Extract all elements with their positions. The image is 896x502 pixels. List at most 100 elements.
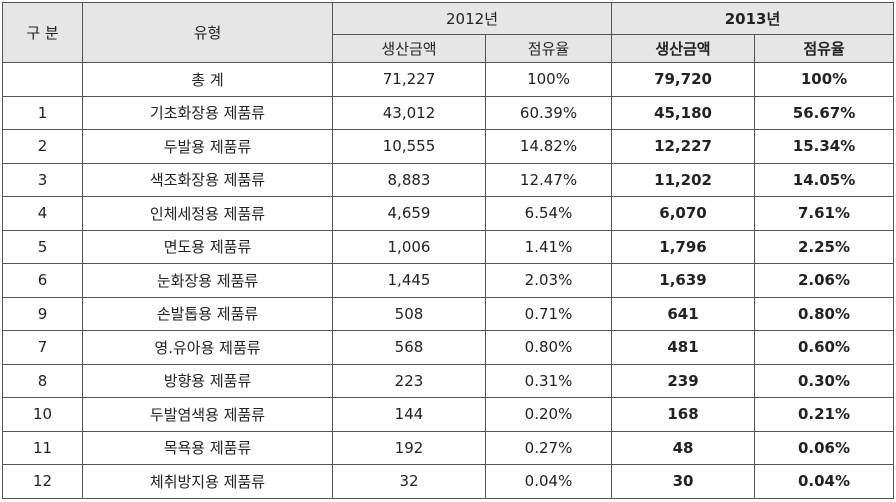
row-2012-share-cell: 2.03% (484, 263, 613, 298)
row-2012-share-cell: 6.54% (484, 196, 613, 231)
row-2012-share-cell: 12.47% (484, 162, 613, 197)
row-2013-amount-cell: 48 (611, 430, 756, 465)
row-2013-amount-cell: 45,180 (611, 95, 756, 130)
header-year-2013: 2013년 (611, 2, 895, 35)
row-2013-share-cell: 14.05% (754, 162, 895, 197)
row-2013-share-cell: 15.34% (754, 129, 895, 164)
table-row: 총 계 71,227 100% 79,720 100% (2, 62, 895, 97)
header-2012-share: 점유율 (484, 34, 613, 63)
row-2012-amount-cell: 1,006 (332, 229, 486, 264)
header-type: 유형 (82, 2, 333, 63)
row-no-cell: 2 (2, 129, 83, 164)
row-2013-share-cell: 2.25% (754, 229, 895, 264)
row-2013-amount-cell: 1,639 (611, 263, 756, 298)
row-2012-share-cell: 100% (484, 62, 613, 97)
row-2012-amount-cell: 223 (332, 363, 486, 398)
row-2013-amount-cell: 11,202 (611, 162, 756, 197)
row-2013-amount-cell: 79,720 (611, 62, 756, 97)
row-no-cell: 5 (2, 229, 83, 264)
row-no-cell: 6 (2, 263, 83, 298)
row-no-cell: 3 (2, 162, 83, 197)
row-2012-share-cell: 0.31% (484, 363, 613, 398)
row-2012-share-cell: 0.80% (484, 330, 613, 365)
row-type-cell: 색조화장용 제품류 (82, 162, 333, 197)
row-2012-amount-cell: 1,445 (332, 263, 486, 298)
row-2013-share-cell: 2.06% (754, 263, 895, 298)
row-no-cell: 8 (2, 363, 83, 398)
row-type-cell: 목욕용 제품류 (82, 430, 333, 465)
row-2012-share-cell: 14.82% (484, 129, 613, 164)
row-2013-share-cell: 0.60% (754, 330, 895, 365)
header-2012-amount: 생산금액 (332, 34, 486, 63)
header-row-metrics: 생산금액 점유율 생산금액 점유율 (3, 34, 895, 63)
row-2012-amount-cell: 508 (332, 296, 486, 331)
row-type-cell: 두발염색용 제품류 (82, 397, 333, 432)
row-type-cell: 방향용 제품류 (82, 363, 333, 398)
table-row: 9 손발톱용 제품류 508 0.71% 641 0.80% (2, 296, 895, 331)
table-row: 8 방향용 제품류 223 0.31% 239 0.30% (2, 363, 895, 398)
header-2013-amount: 생산금액 (611, 34, 756, 63)
row-type-cell: 손발톱용 제품류 (82, 296, 333, 331)
row-2013-share-cell: 0.04% (754, 464, 895, 499)
row-2012-amount-cell: 32 (332, 464, 486, 499)
row-no-cell: 12 (2, 464, 83, 499)
header-no: 구 분 (2, 2, 83, 63)
header-row-years: 구 분 유형 2012년 2013년 (2, 2, 895, 63)
table-row: 11 목욕용 제품류 192 0.27% 48 0.06% (2, 430, 895, 465)
row-2013-amount-cell: 6,070 (611, 196, 756, 231)
row-type-cell: 기초화장용 제품류 (82, 95, 333, 130)
row-type-cell: 영.유아용 제품류 (82, 330, 333, 365)
row-type-cell: 인체세정용 제품류 (82, 196, 333, 231)
row-2012-share-cell: 0.20% (484, 397, 613, 432)
table-row: 7 영.유아용 제품류 568 0.80% 481 0.60% (2, 330, 895, 365)
row-2012-amount-cell: 43,012 (332, 95, 486, 130)
row-no-cell: 10 (2, 397, 83, 432)
table-row: 12 체취방지용 제품류 32 0.04% 30 0.04% (2, 464, 895, 499)
row-2012-amount-cell: 568 (332, 330, 486, 365)
header-2013-share: 점유율 (754, 34, 895, 63)
row-type-cell: 체취방지용 제품류 (82, 464, 333, 499)
row-2013-share-cell: 0.21% (754, 397, 895, 432)
row-type-cell: 눈화장용 제품류 (82, 263, 333, 298)
row-no-cell: 4 (2, 196, 83, 231)
row-2012-amount-cell: 192 (332, 430, 486, 465)
row-2012-amount-cell: 144 (332, 397, 486, 432)
row-2012-amount-cell: 71,227 (332, 62, 486, 97)
row-2013-amount-cell: 12,227 (611, 129, 756, 164)
table-row: 10 두발염색용 제품류 144 0.20% 168 0.21% (2, 397, 895, 432)
row-2013-share-cell: 0.06% (754, 430, 895, 465)
row-2013-share-cell: 7.61% (754, 196, 895, 231)
row-type-cell: 총 계 (82, 62, 333, 97)
row-2012-share-cell: 60.39% (484, 95, 613, 130)
row-no-cell: 7 (2, 330, 83, 365)
row-2012-amount-cell: 10,555 (332, 129, 486, 164)
row-no-cell (2, 62, 83, 97)
table-row: 5 면도용 제품류 1,006 1.41% 1,796 2.25% (2, 229, 895, 264)
row-no-cell: 1 (2, 95, 83, 130)
row-2013-amount-cell: 1,796 (611, 229, 756, 264)
row-2012-amount-cell: 4,659 (332, 196, 486, 231)
table-row: 2 두발용 제품류 10,555 14.82% 12,227 15.34% (2, 129, 895, 164)
row-2013-amount-cell: 481 (611, 330, 756, 365)
row-2012-amount-cell: 8,883 (332, 162, 486, 197)
row-2013-amount-cell: 641 (611, 296, 756, 331)
row-2013-share-cell: 56.67% (754, 95, 895, 130)
row-2012-share-cell: 1.41% (484, 229, 613, 264)
row-type-cell: 면도용 제품류 (82, 229, 333, 264)
row-2013-share-cell: 0.80% (754, 296, 895, 331)
row-2012-share-cell: 0.71% (484, 296, 613, 331)
row-2012-share-cell: 0.04% (484, 464, 613, 499)
row-type-cell: 두발용 제품류 (82, 129, 333, 164)
row-2013-share-cell: 100% (754, 62, 895, 97)
table-row: 6 눈화장용 제품류 1,445 2.03% 1,639 2.06% (2, 263, 895, 298)
row-2013-amount-cell: 239 (611, 363, 756, 398)
row-2012-share-cell: 0.27% (484, 430, 613, 465)
table-row: 1 기초화장용 제품류 43,012 60.39% 45,180 56.67% (2, 95, 895, 130)
row-no-cell: 9 (2, 296, 83, 331)
header-year-2012: 2012년 (331, 2, 613, 35)
row-no-cell: 11 (2, 430, 83, 465)
row-2013-amount-cell: 168 (611, 397, 756, 432)
row-2013-amount-cell: 30 (611, 464, 756, 499)
row-2013-share-cell: 0.30% (754, 363, 895, 398)
